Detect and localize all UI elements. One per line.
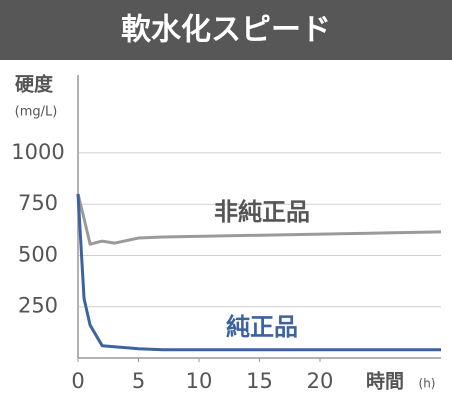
x-axis-label: 時間 <box>366 371 404 393</box>
y-tick-label: 500 <box>18 242 58 266</box>
x-tick-label: 15 <box>246 369 273 393</box>
y-tick-label: 1000 <box>11 140 64 164</box>
y-axis-label: 硬度 <box>15 73 54 96</box>
y-tick-label: 250 <box>18 294 58 318</box>
title-bar <box>0 0 452 60</box>
series-line <box>76 193 441 352</box>
chart-title: 軟水化スピード <box>121 13 331 48</box>
series-label: 非純正品 <box>214 198 310 226</box>
series-label: 純正品 <box>226 313 298 341</box>
x-tick-label: 5 <box>132 369 145 393</box>
x-axis-unit: (h) <box>419 377 436 391</box>
y-tick-label: 750 <box>18 191 58 215</box>
series-line <box>76 193 442 246</box>
x-tick-label: 10 <box>186 369 213 393</box>
y-axis-unit: (mg/L) <box>15 105 58 120</box>
x-tick-label: 0 <box>71 369 84 393</box>
x-tick-label: 20 <box>307 369 334 393</box>
